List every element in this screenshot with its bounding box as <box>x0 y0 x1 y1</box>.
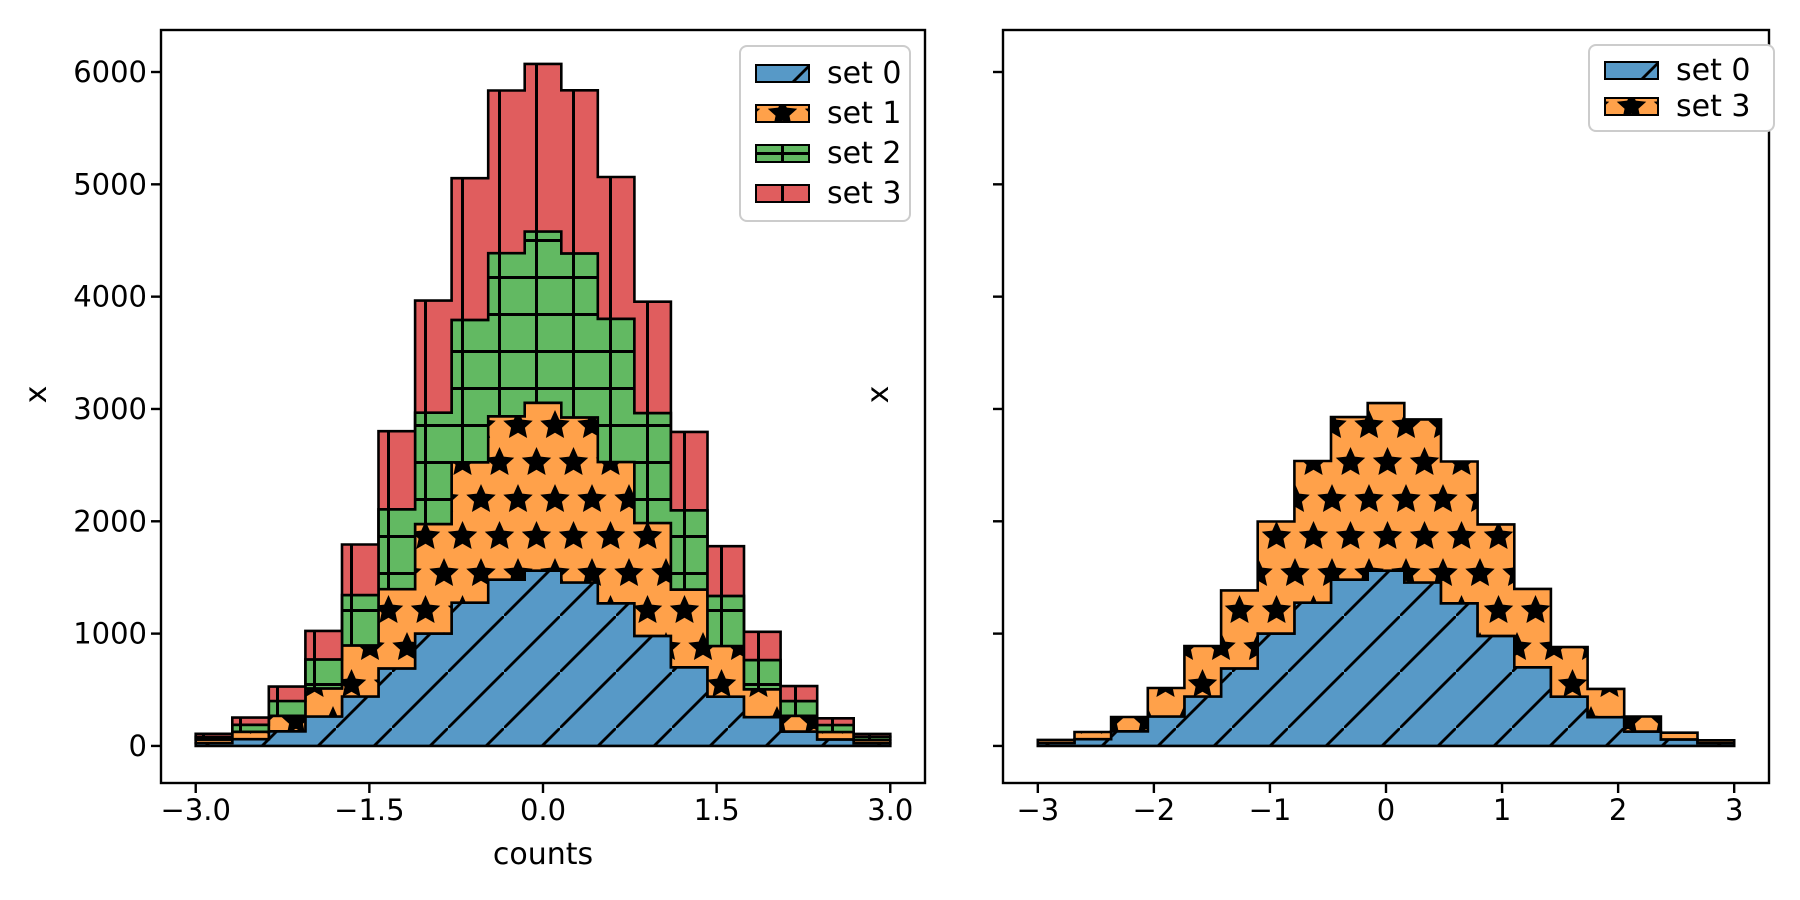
plot-1: −3 −2 −1 0 1 2 3 x <box>861 28 1771 827</box>
y-tick-label: 5000 <box>73 167 147 201</box>
swatch-hatch <box>756 64 809 82</box>
swatch-hatch <box>756 104 809 122</box>
plot-0: 0 1000 2000 3000 4000 5000 6000 −3.0 −1.5 0.0 1.5 3… <box>19 28 927 872</box>
x-tick-label: 1.5 <box>694 793 740 827</box>
swatch-border <box>755 184 810 204</box>
legend-entry-label: set 2 <box>827 136 902 172</box>
x-tick-label: 1 <box>1493 793 1511 827</box>
y-axis-label: x <box>861 386 896 404</box>
series-hatch <box>195 231 891 740</box>
y-axis-label: x <box>19 386 54 404</box>
swatch-border <box>755 144 810 164</box>
series-hatch <box>1037 403 1735 744</box>
y-tick-label: 4000 <box>73 280 147 314</box>
swatch-hatch <box>1605 61 1658 79</box>
series-hatch <box>195 402 891 744</box>
swatch-border <box>755 63 810 83</box>
legend-entry-set-2: set 2 <box>755 137 901 170</box>
legend-entry-set-0: set 0 <box>1604 54 1759 87</box>
y-tick-label: 2000 <box>73 504 147 538</box>
x-axis-label: counts <box>493 837 593 872</box>
x-tick-label: −1 <box>1249 793 1292 827</box>
series-outline <box>1036 401 1736 745</box>
legend-entry-set-1: set 1 <box>755 97 901 130</box>
legend-entry-label: set 3 <box>1676 88 1751 124</box>
y-tick-label: 0 <box>129 729 147 763</box>
x-tick-label: 3.0 <box>867 793 913 827</box>
swatch-hatch <box>1605 97 1658 115</box>
x-tick-label: −3 <box>1016 793 1059 827</box>
legend-swatch-slash-hatch <box>755 63 810 83</box>
legend-entry-set-3: set 3 <box>1604 90 1759 123</box>
x-tick-label: 0.0 <box>520 793 566 827</box>
swatch-hatch <box>756 185 809 203</box>
swatch-border <box>1604 96 1659 116</box>
legend-swatch-plus-hatch <box>755 144 810 164</box>
series-hatch <box>195 63 891 737</box>
legend-left-plot: set 0 set 1 set 2 set 3 <box>739 45 911 222</box>
series-outline <box>194 62 892 739</box>
legend-swatch-slash-hatch <box>1604 60 1659 80</box>
legend-swatch-vbar-hatch <box>755 184 810 204</box>
legend-entry-set-0: set 0 <box>755 57 901 90</box>
x-tick-label: 3 <box>1725 793 1743 827</box>
legend-right-plot: set 0 set 3 <box>1588 44 1775 132</box>
series-hatch <box>195 570 891 746</box>
swatch-border <box>1604 60 1659 80</box>
legend-swatch-star-hatch <box>1604 96 1659 116</box>
y-tick-label: 6000 <box>73 55 147 89</box>
series-hatch <box>1037 570 1735 746</box>
legend-entry-label: set 0 <box>827 55 902 91</box>
legend-swatch-star-hatch <box>755 103 810 123</box>
swatch-hatch <box>756 145 809 163</box>
x-tick-label: −3.0 <box>161 793 231 827</box>
y-tick-label: 1000 <box>73 617 147 651</box>
series-set-3 <box>1036 401 1736 745</box>
x-tick-label: −1.5 <box>334 793 404 827</box>
legend-entry-label: set 0 <box>1676 52 1751 88</box>
plot-0-bars <box>194 62 892 748</box>
x-tick-label: 2 <box>1609 793 1627 827</box>
legend-entry-label: set 3 <box>827 176 902 212</box>
x-tick-label: 0 <box>1377 793 1395 827</box>
series-set-3 <box>194 62 892 739</box>
x-tick-label: −2 <box>1133 793 1176 827</box>
swatch-border <box>755 103 810 123</box>
legend-entry-set-3: set 3 <box>755 177 901 210</box>
legend-entry-label: set 1 <box>827 95 902 131</box>
y-tick-label: 3000 <box>73 392 147 426</box>
plot-1-bars <box>1036 401 1736 748</box>
